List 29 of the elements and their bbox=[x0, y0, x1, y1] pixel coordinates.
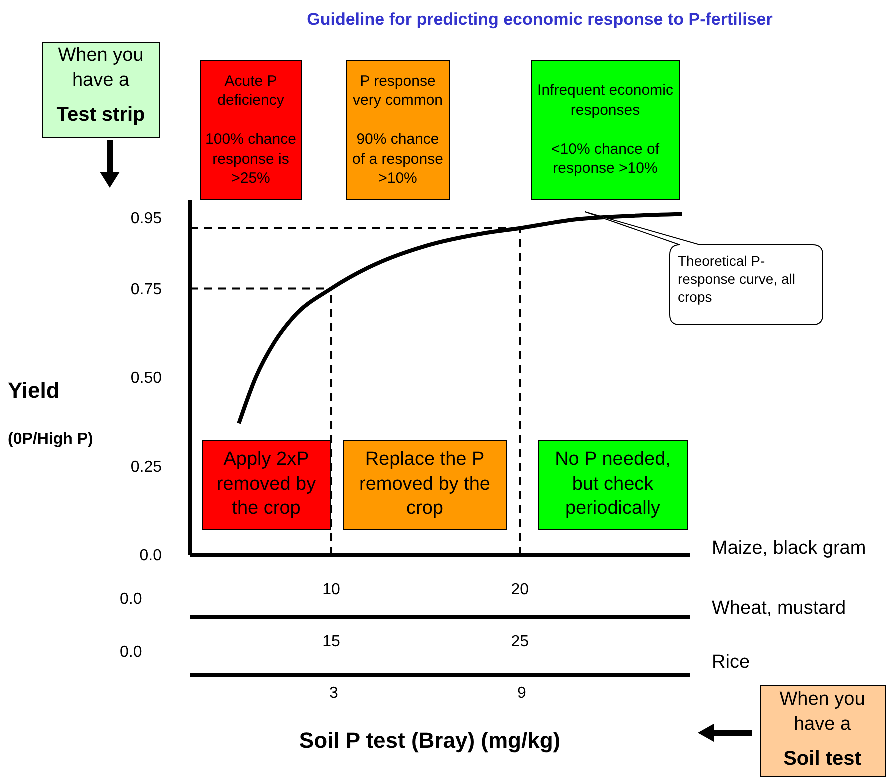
text: When you have a bbox=[57, 44, 145, 93]
text: Soil test bbox=[784, 747, 862, 772]
y-axis-title: Yield bbox=[8, 378, 61, 404]
annotation: No P needed, but check periodically bbox=[554, 448, 672, 522]
x2-tick-label: 15 bbox=[322, 633, 341, 650]
y-tick-label: 0.50 bbox=[130, 370, 162, 388]
text: P response very common 90% chance of a response >10% bbox=[352, 72, 444, 187]
x-tick-label: 10 bbox=[322, 581, 341, 598]
text: Maize, black gram bbox=[712, 537, 866, 561]
text: When you have a bbox=[778, 688, 866, 737]
y-tick-label: 0.95 bbox=[130, 210, 162, 228]
text: Wheat, mustard bbox=[712, 597, 846, 621]
y-tick-label: 0.25 bbox=[130, 458, 162, 476]
y-tick-label: 0.75 bbox=[130, 281, 162, 298]
annotation: Replace the P removed by the crop bbox=[358, 448, 492, 522]
text: 9 bbox=[518, 684, 526, 704]
text: Acute P deficiency 100% chance response is >25% bbox=[206, 72, 296, 187]
x-tick-label: 20 bbox=[511, 581, 530, 598]
y-tick-label: 0.0 bbox=[140, 548, 162, 565]
text: Rice bbox=[712, 651, 750, 675]
annotation: Theoretical P-response curve, all crops bbox=[678, 252, 797, 307]
text: (0P/High P) bbox=[8, 430, 94, 450]
chart-title: Guideline for predicting economic response to P-fertiliser bbox=[306, 10, 774, 30]
text: Test strip bbox=[56, 103, 146, 128]
annotation: Apply 2xP removed by the crop bbox=[216, 448, 318, 522]
text: Infrequent economic responses <10% chance of response >10% bbox=[538, 82, 674, 178]
text: 3 bbox=[330, 684, 338, 704]
x-axis-title: Soil P test (Bray) (mg/kg) bbox=[298, 728, 562, 754]
x2-tick-label: 25 bbox=[511, 633, 530, 650]
